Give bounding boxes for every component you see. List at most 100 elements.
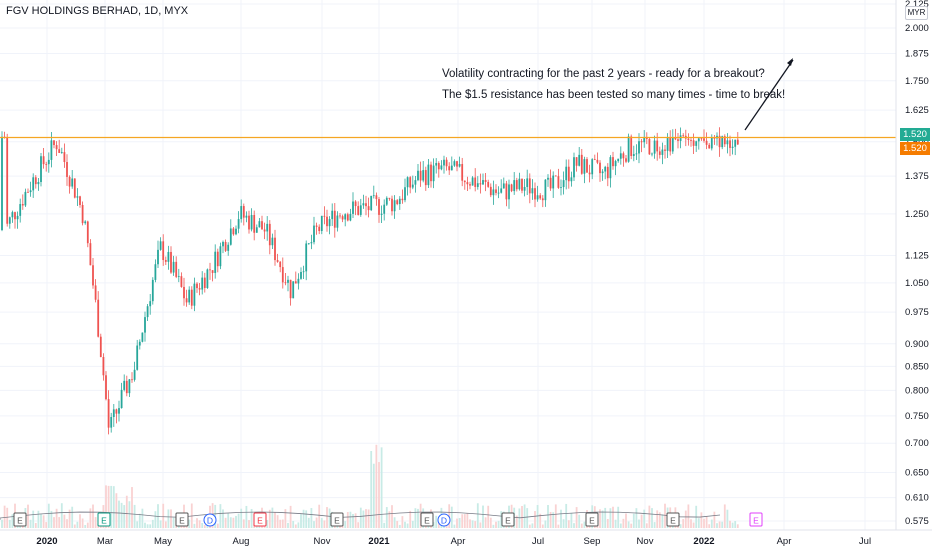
volume-bar <box>37 510 40 528</box>
price-axis[interactable]: 2.1252.0001.8751.7501.6251.5001.3751.250… <box>905 0 929 527</box>
earnings-event-marker[interactable]: E <box>420 512 434 527</box>
svg-text:E: E <box>505 516 511 526</box>
volume-bar <box>414 508 417 528</box>
candle-body <box>120 389 123 409</box>
earnings-event-marker[interactable]: E <box>175 512 189 527</box>
candle-body <box>432 165 435 182</box>
candle-body <box>157 249 159 265</box>
candle-body <box>656 140 659 152</box>
volume-bar <box>66 519 68 528</box>
candle-body <box>586 159 588 173</box>
candle-body <box>185 298 188 303</box>
volume-bar <box>398 524 401 528</box>
candle-body <box>721 136 724 148</box>
candle-body <box>614 161 617 167</box>
candle-body <box>510 184 513 192</box>
candle-body <box>110 417 113 428</box>
candle-body <box>115 409 118 414</box>
volume-bar <box>479 522 482 528</box>
candle-body <box>315 225 318 227</box>
price-tick-label: 2.125 <box>905 0 929 10</box>
candle-body <box>128 379 131 394</box>
breakout-arrow[interactable] <box>744 58 794 131</box>
time-tick-label: Nov <box>637 536 654 547</box>
candle-body <box>552 175 555 189</box>
candle-body <box>372 195 375 197</box>
price-tick-label: 1.250 <box>905 209 929 220</box>
earnings-event-marker[interactable]: E <box>585 512 599 527</box>
candle-body <box>518 178 521 190</box>
dividend-event-marker[interactable]: D <box>203 513 217 527</box>
time-axis[interactable]: 2020 Mar May Aug Nov 2021 Apr Jul Sep Nov 2022 Apr J… <box>36 536 871 547</box>
candle-body <box>534 188 536 200</box>
candle-body <box>562 180 565 188</box>
candle-body <box>292 281 295 299</box>
volume-bar <box>313 521 315 528</box>
candle-body <box>539 195 542 199</box>
volume-bar <box>276 515 279 528</box>
volume-bar <box>474 521 477 528</box>
candle-body <box>487 181 490 187</box>
candle-body <box>149 301 152 307</box>
candle-body <box>666 137 669 151</box>
earnings-event-marker[interactable]: E <box>253 512 267 527</box>
candle-body <box>640 141 643 143</box>
volume-bar <box>372 463 375 528</box>
currency-badge[interactable]: MYR <box>905 6 928 20</box>
candle-body <box>734 139 737 147</box>
volume-bar <box>406 523 409 528</box>
time-tick-label: 2020 <box>36 536 57 547</box>
volume-bar <box>435 515 438 528</box>
volume-bar <box>79 514 81 528</box>
volume-bar <box>729 520 731 528</box>
volume-bar <box>45 522 48 528</box>
candle-body <box>435 163 438 166</box>
earnings-event-marker[interactable]: E <box>97 512 111 527</box>
candle-body <box>45 164 48 165</box>
candle-body <box>219 246 222 267</box>
volume-bar <box>349 511 352 528</box>
price-tick-label: 0.850 <box>905 361 929 372</box>
candle-body <box>222 241 224 247</box>
candle-body <box>133 369 136 380</box>
dividend-event-marker[interactable]: D <box>437 513 451 527</box>
grid-lines <box>0 0 896 530</box>
candle-body <box>263 229 266 232</box>
volume-bar <box>710 519 713 528</box>
volume-bar <box>237 513 240 528</box>
volume-bar <box>651 508 653 528</box>
volume-bar <box>107 485 110 528</box>
volume-bar <box>500 511 503 528</box>
volume-bar <box>323 520 326 528</box>
volume-bar <box>609 508 612 528</box>
candle-body <box>141 332 144 342</box>
volume-bar <box>328 508 331 528</box>
volume-bar <box>320 518 323 528</box>
volume-bar <box>599 509 601 528</box>
candle-body <box>375 195 378 200</box>
volume-bar <box>281 519 284 528</box>
candle-body <box>281 267 284 283</box>
candle-body <box>211 270 214 273</box>
earnings-event-marker[interactable]: E <box>330 512 344 527</box>
candle-body <box>531 188 534 194</box>
volume-bar <box>627 521 630 528</box>
candle-body <box>53 140 55 146</box>
candle-body <box>726 140 729 145</box>
earnings-event-marker[interactable]: E <box>749 512 763 527</box>
volume-bar <box>692 522 695 528</box>
candle-body <box>29 190 32 193</box>
volume-bar <box>531 523 534 528</box>
candle-body <box>489 186 492 196</box>
earnings-event-marker[interactable]: E <box>13 512 27 527</box>
volume-bar <box>635 508 638 528</box>
candle-body <box>287 279 289 283</box>
earnings-event-marker[interactable]: E <box>501 512 515 527</box>
volume-bar <box>229 517 232 528</box>
candle-body <box>606 166 609 179</box>
candle-body <box>508 184 510 200</box>
earnings-event-marker[interactable]: E <box>666 512 680 527</box>
candle-body <box>248 215 250 230</box>
